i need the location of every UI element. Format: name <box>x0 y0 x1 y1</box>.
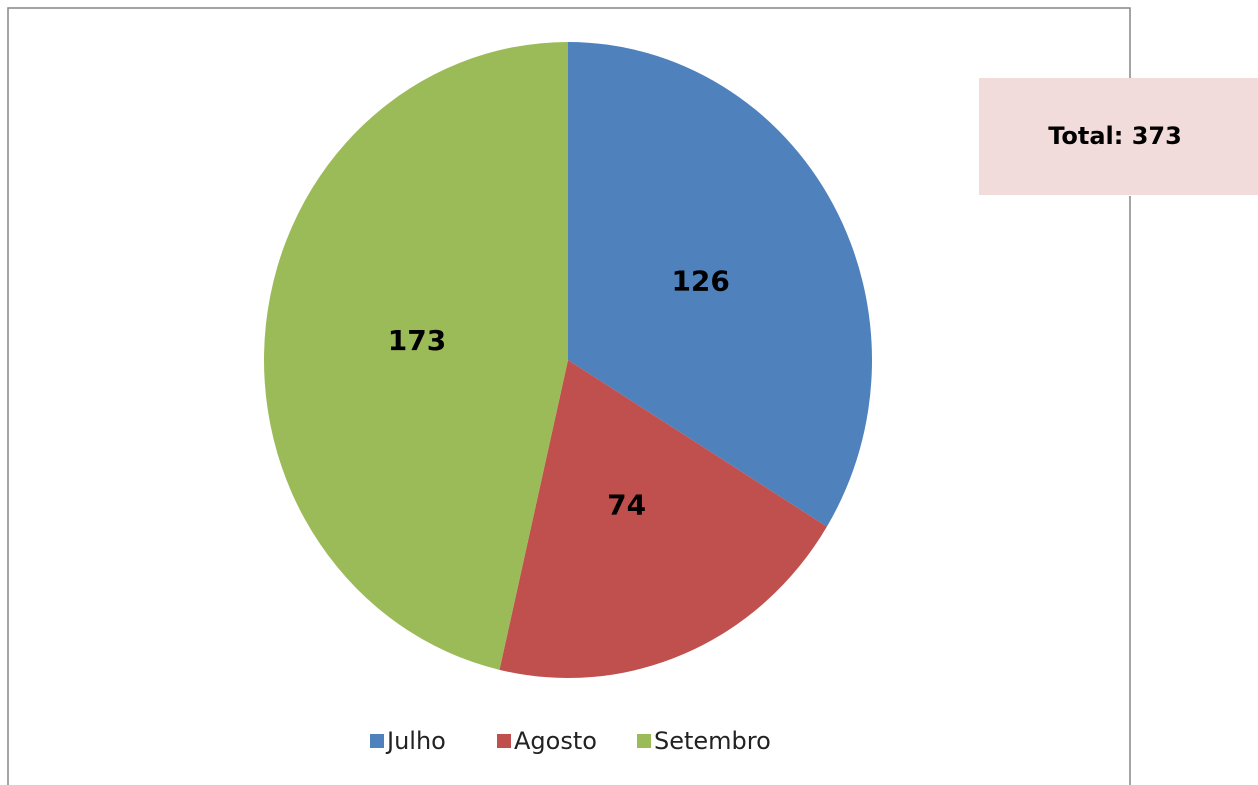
data-label: 74 <box>607 489 646 522</box>
legend-label: Agosto <box>514 727 597 755</box>
chart-frame <box>7 7 1131 785</box>
legend-label: Julho <box>385 727 446 755</box>
legend-swatch <box>637 734 651 748</box>
data-label: 126 <box>671 264 729 297</box>
legend-label: Setembro <box>654 727 771 755</box>
legend-swatch <box>497 734 511 748</box>
legend-swatch <box>370 734 384 748</box>
pie-slice <box>568 42 873 527</box>
pie-slice <box>264 42 568 670</box>
data-label: 173 <box>388 324 446 357</box>
pie-slice <box>499 360 827 678</box>
annotation-box <box>979 78 1258 195</box>
annotation: Total: 373 <box>1048 122 1182 150</box>
